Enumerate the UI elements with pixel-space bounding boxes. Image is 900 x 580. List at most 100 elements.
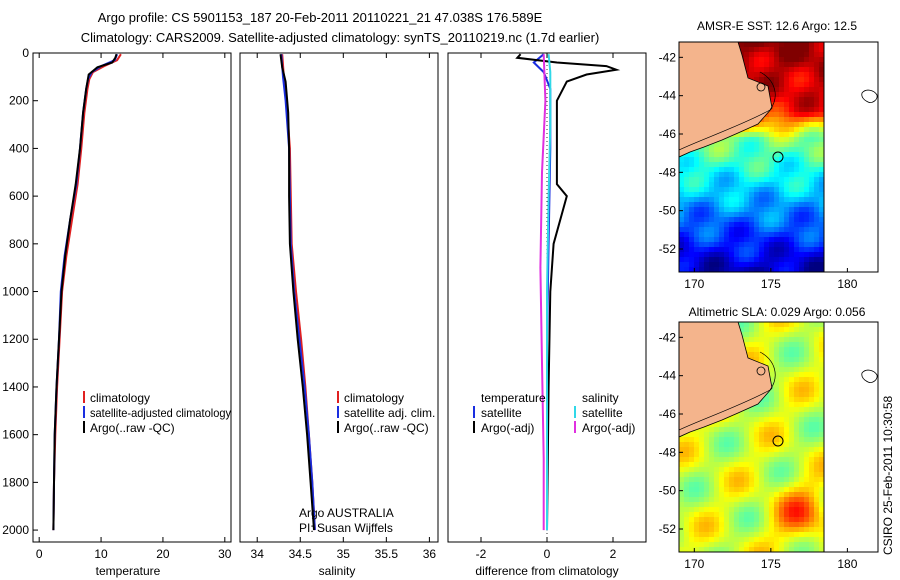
map-cell bbox=[774, 147, 780, 153]
map-cell bbox=[699, 222, 705, 228]
map-cell bbox=[714, 542, 720, 548]
map-cell bbox=[749, 417, 755, 423]
map-cell bbox=[689, 207, 695, 213]
map-cell bbox=[719, 147, 725, 153]
map-cell bbox=[744, 482, 750, 488]
map-cell bbox=[734, 177, 740, 183]
map-cell bbox=[744, 347, 750, 353]
map-cell bbox=[719, 517, 725, 523]
map-cell bbox=[729, 517, 735, 523]
map-cell bbox=[804, 227, 810, 233]
map-cell bbox=[779, 447, 785, 453]
map-cell bbox=[819, 417, 824, 423]
map-cell bbox=[809, 367, 815, 373]
map-cell bbox=[819, 542, 824, 548]
map-cell bbox=[679, 157, 685, 163]
map-cell bbox=[804, 212, 810, 218]
map-cell bbox=[704, 517, 710, 523]
map-cell bbox=[814, 257, 820, 263]
map-cell bbox=[764, 152, 770, 158]
map-cell bbox=[759, 167, 765, 173]
map-cell bbox=[799, 152, 805, 158]
map-cell bbox=[764, 177, 770, 183]
map-cell bbox=[769, 177, 775, 183]
map-cell bbox=[714, 257, 720, 263]
map-cell bbox=[819, 362, 824, 368]
map-cell bbox=[794, 117, 800, 123]
map-cell bbox=[739, 422, 745, 428]
map-cell bbox=[799, 262, 805, 268]
map-cell bbox=[799, 77, 805, 83]
map-cell bbox=[809, 177, 815, 183]
map-cell bbox=[729, 502, 735, 508]
map-cell bbox=[799, 502, 805, 508]
map-cell bbox=[774, 372, 780, 378]
map-cell bbox=[784, 217, 790, 223]
map-cell bbox=[689, 432, 695, 438]
map-cell bbox=[744, 137, 750, 143]
map-cell bbox=[729, 222, 735, 228]
map-cell bbox=[789, 487, 795, 493]
map-cell bbox=[739, 542, 745, 548]
map-cell bbox=[809, 372, 815, 378]
map-cell bbox=[699, 547, 705, 552]
map-cell bbox=[744, 267, 750, 272]
map-cell bbox=[734, 212, 740, 218]
map-cell bbox=[704, 437, 710, 443]
map-cell bbox=[774, 337, 780, 343]
map-cell bbox=[679, 437, 685, 443]
map-cell bbox=[794, 97, 800, 103]
map-cell bbox=[779, 487, 785, 493]
map-cell bbox=[789, 377, 795, 383]
map-cell bbox=[819, 332, 824, 338]
map-cell bbox=[749, 467, 755, 473]
map-cell bbox=[729, 497, 735, 503]
temperature-axes-frame bbox=[32, 52, 232, 543]
map-cell bbox=[764, 57, 770, 63]
map-cell bbox=[704, 157, 710, 163]
map-cell bbox=[819, 82, 824, 88]
map-cell bbox=[794, 77, 800, 83]
map-cell bbox=[759, 217, 765, 223]
map-cell bbox=[769, 167, 775, 173]
map-cell bbox=[814, 187, 820, 193]
map-cell bbox=[774, 142, 780, 148]
map-cell bbox=[749, 547, 755, 552]
map-cell bbox=[799, 462, 805, 468]
map-cell bbox=[819, 507, 824, 513]
map-cell bbox=[679, 162, 685, 168]
map-cell bbox=[699, 207, 705, 213]
map-cell bbox=[799, 477, 805, 483]
map-cell bbox=[739, 177, 745, 183]
map-cell bbox=[749, 212, 755, 218]
map-cell bbox=[724, 157, 730, 163]
map-cell bbox=[814, 337, 820, 343]
map-cell bbox=[724, 417, 730, 423]
map-cell bbox=[714, 422, 720, 428]
map-cell bbox=[759, 322, 765, 328]
map-cell bbox=[764, 117, 770, 123]
map-cell bbox=[774, 447, 780, 453]
map-cell bbox=[804, 457, 810, 463]
map-cell bbox=[679, 182, 685, 188]
map-cell bbox=[704, 527, 710, 533]
map-cell bbox=[799, 162, 805, 168]
map-cell bbox=[749, 337, 755, 343]
map-cell bbox=[809, 77, 815, 83]
map-cell bbox=[714, 222, 720, 228]
map-cell bbox=[784, 482, 790, 488]
map-cell bbox=[809, 252, 815, 258]
map-cell bbox=[754, 52, 760, 58]
map-cell bbox=[794, 427, 800, 433]
map-cell bbox=[774, 92, 780, 98]
map-cell bbox=[699, 427, 705, 433]
map-cell bbox=[759, 357, 765, 363]
map-cell bbox=[819, 77, 824, 83]
map-cell bbox=[794, 507, 800, 513]
map-cell bbox=[729, 157, 735, 163]
map-cell bbox=[814, 382, 820, 388]
map-cell bbox=[704, 487, 710, 493]
map-cell bbox=[704, 197, 710, 203]
map-cell bbox=[809, 217, 815, 223]
map-cell bbox=[809, 72, 815, 78]
